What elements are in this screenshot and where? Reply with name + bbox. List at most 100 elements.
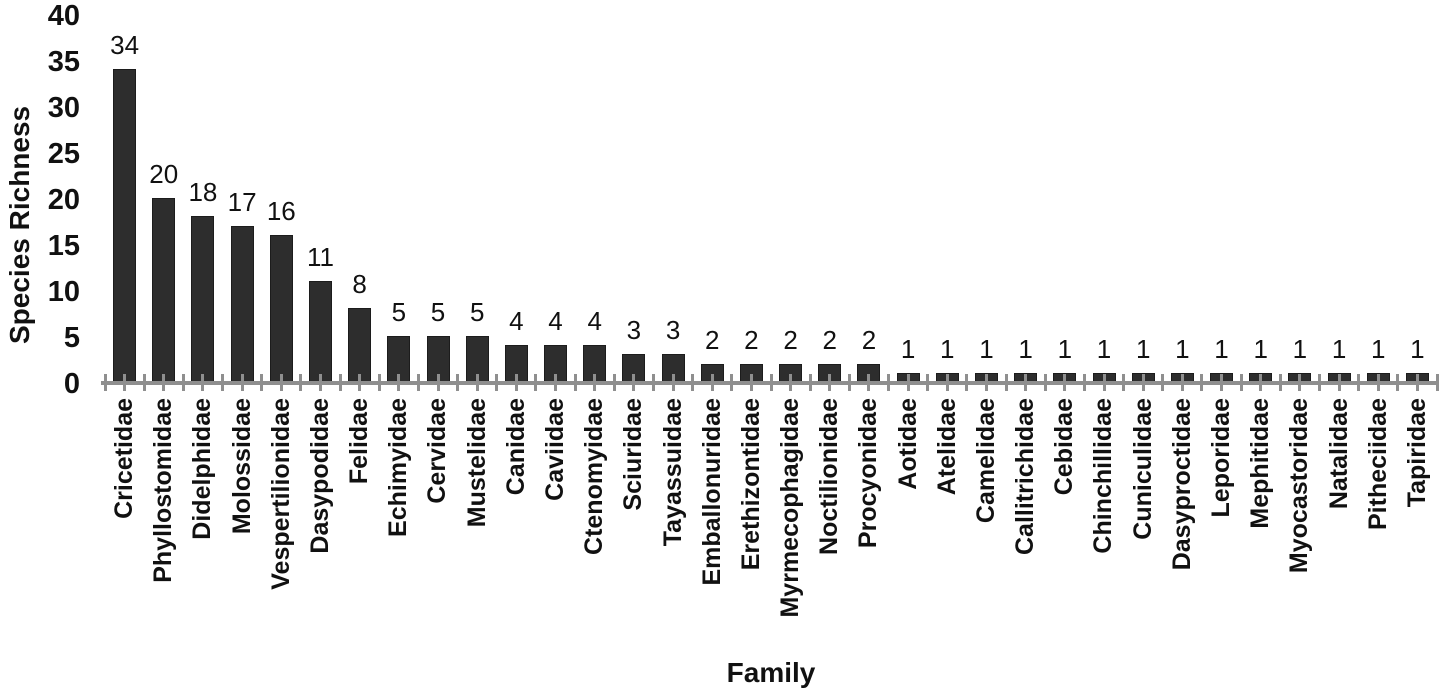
x-axis-tick [103, 374, 107, 391]
x-category-label: Aotidae [893, 398, 922, 490]
x-axis-tick [612, 374, 616, 391]
x-axis-tick [436, 374, 440, 391]
x-axis-tick [201, 374, 205, 391]
x-axis-tick [534, 374, 538, 391]
x-axis-tick [710, 374, 714, 391]
x-axis-tick [749, 374, 753, 391]
bar [387, 336, 411, 385]
bar [583, 345, 607, 385]
x-axis-tick [1200, 374, 1204, 391]
x-category-label: Echimyidae [384, 398, 413, 537]
x-axis-tick [867, 374, 871, 391]
x-axis-tick [1063, 374, 1067, 391]
x-axis-tick [1004, 374, 1008, 391]
bar [622, 354, 646, 385]
x-category-label: Atelidae [932, 398, 961, 496]
x-axis-tick [1102, 374, 1106, 391]
bar-value-label: 2 [783, 324, 798, 355]
x-axis-tick [573, 374, 577, 391]
x-axis-tick [1376, 374, 1380, 391]
bar-value-label: 2 [861, 324, 877, 355]
x-axis-tick [1435, 374, 1439, 391]
x-axis-tick [221, 374, 225, 391]
bar-value-label: 1 [1135, 333, 1151, 364]
bar-value-label: 17 [227, 186, 257, 217]
bar-value-label: 1 [1175, 333, 1190, 364]
bar-value-label: 3 [665, 315, 681, 346]
x-axis-tick [1024, 374, 1028, 391]
bar [191, 216, 215, 385]
x-category-label: Myocastoridae [1285, 398, 1314, 574]
bar-value-label: 2 [705, 324, 720, 355]
bar-value-label: 8 [352, 269, 367, 300]
bar [661, 354, 685, 385]
x-axis-tick [142, 374, 146, 391]
bar-value-label: 1 [1371, 333, 1386, 364]
x-category-label: Natalidae [1324, 398, 1353, 510]
x-axis-tick [808, 374, 812, 391]
bar-value-label: 11 [306, 241, 334, 272]
bar-value-label: 2 [744, 324, 759, 355]
x-category-label: Pitheciidae [1363, 398, 1392, 530]
x-axis-tick [338, 374, 342, 391]
x-category-label: Noctilionidae [815, 398, 844, 555]
x-axis-tick [691, 374, 695, 391]
x-category-label: Chinchillidae [1089, 398, 1118, 554]
bar-value-label: 1 [1292, 333, 1308, 364]
x-category-label: Tayassuidae [658, 398, 687, 547]
x-axis-tick [945, 374, 949, 391]
x-category-label: Cricetidae [110, 398, 139, 519]
bar-value-label: 1 [1214, 333, 1229, 364]
x-category-label: Mephitidae [1246, 398, 1275, 529]
x-axis-tick [1239, 374, 1243, 391]
x-axis-tick [593, 374, 597, 391]
x-axis-tick [1043, 374, 1047, 391]
x-axis-tick [651, 374, 655, 391]
bar-value-label: 1 [979, 333, 994, 364]
bar [348, 308, 372, 385]
x-axis-tick [279, 374, 283, 391]
x-axis-tick [1278, 374, 1282, 391]
x-axis-tick [671, 374, 675, 391]
bar [269, 234, 293, 385]
bar [152, 198, 176, 385]
x-axis-tick [730, 374, 734, 391]
x-category-label: Procyonidae [854, 398, 883, 549]
x-axis-tick [123, 374, 127, 391]
bar-value-label: 3 [626, 315, 642, 346]
bar-value-label: 2 [822, 324, 837, 355]
bar-value-label: 1 [1331, 333, 1347, 364]
x-axis-tick [1161, 374, 1165, 391]
x-axis-tick [318, 374, 322, 391]
x-axis-tick [769, 374, 773, 391]
x-axis-tick [632, 374, 636, 391]
x-axis-tick [828, 374, 832, 391]
y-tick-label: 35 [47, 46, 80, 78]
x-axis-tick [299, 374, 303, 391]
y-tick-label: 10 [47, 276, 80, 308]
bar [544, 345, 568, 385]
bar [308, 280, 332, 385]
x-category-label: Camelidae [971, 398, 1000, 524]
x-axis-tick [1415, 374, 1419, 391]
y-tick-label: 20 [47, 184, 80, 216]
x-category-label: Dasyproctidae [1167, 398, 1196, 571]
x-category-label: Ctenomyidae [580, 398, 609, 555]
bar [113, 69, 137, 385]
x-axis-tick [554, 374, 558, 391]
x-category-label: Emballonuridae [697, 398, 726, 586]
x-axis-tick [887, 374, 891, 391]
y-tick-label: 5 [63, 322, 80, 354]
x-axis-tick [984, 374, 988, 391]
bar-value-label: 1 [1096, 333, 1112, 364]
bar-value-label: 5 [391, 297, 407, 327]
x-axis-tick [475, 374, 479, 391]
x-category-label: Dasypodidae [305, 398, 334, 554]
bar-value-label: 1 [1410, 333, 1425, 364]
bar-value-label: 5 [469, 297, 485, 327]
x-category-label: Cebidae [1050, 398, 1079, 496]
x-category-label: Cuniculidae [1128, 398, 1157, 540]
x-category-label: Callitrichidae [1011, 398, 1040, 555]
x-category-label: Cervidae [423, 398, 452, 504]
x-category-label: Canidae [501, 398, 530, 496]
